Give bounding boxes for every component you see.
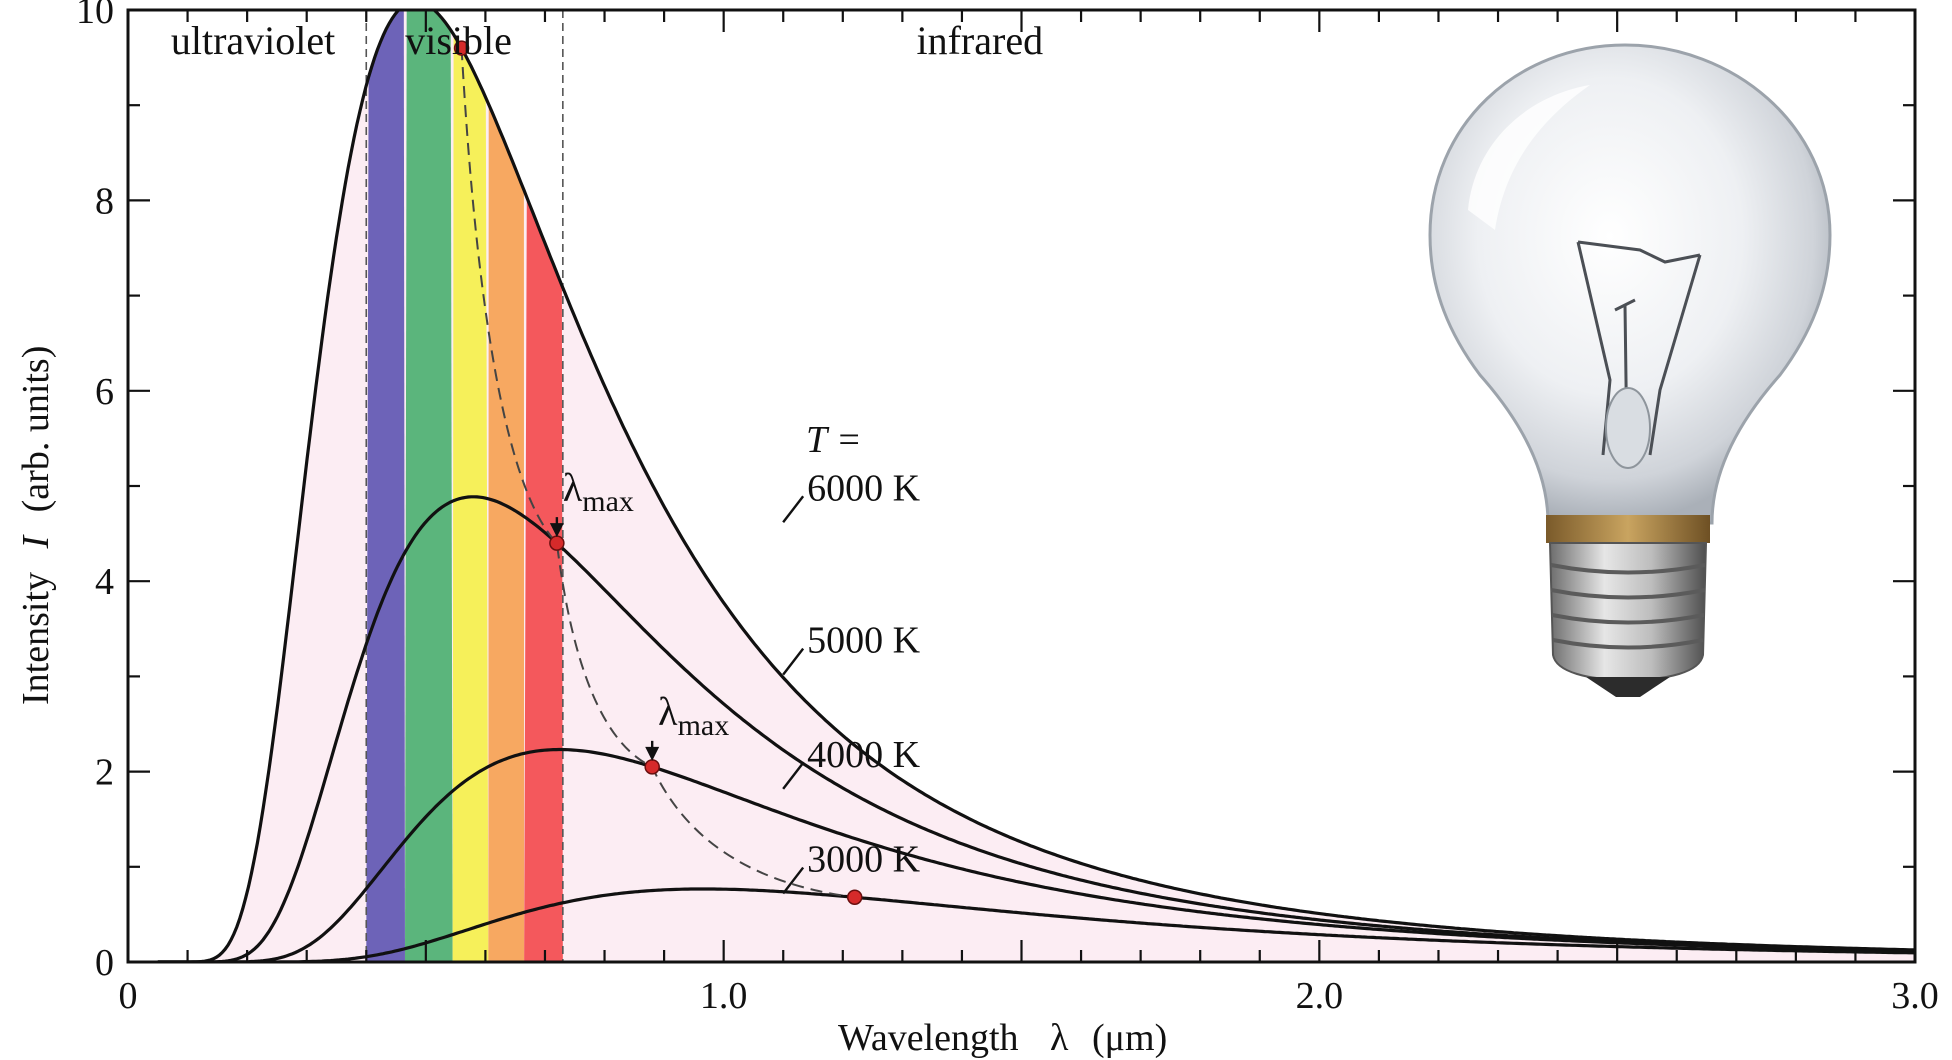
visible-band-1 bbox=[366, 10, 405, 962]
x-axis-title: Wavelength λ (μm) bbox=[838, 1017, 1167, 1059]
visible-band-4 bbox=[488, 104, 525, 962]
lambda-max-label-1: λmax bbox=[563, 465, 634, 518]
curve-3000k bbox=[157, 887, 1915, 962]
x-axis-title-symbol: λ bbox=[1050, 1017, 1069, 1059]
x-tick-label: 1.0 bbox=[700, 975, 748, 1017]
curve-area-fills bbox=[157, 10, 1915, 962]
y-axis-title-text: Intensity bbox=[15, 572, 57, 705]
peak-marker-3000k bbox=[846, 889, 863, 906]
lambda-subscript: max bbox=[582, 485, 634, 518]
lambda-symbol: λ bbox=[658, 689, 678, 734]
bulb-neck bbox=[1546, 515, 1710, 543]
lambda-max-arrow-head bbox=[549, 523, 564, 538]
peak-marker-4000k bbox=[644, 759, 660, 775]
region-label-visible: visible bbox=[405, 18, 512, 63]
lambda-max-track bbox=[460, 48, 855, 899]
x-tick-label: 2.0 bbox=[1296, 975, 1344, 1017]
y-axis-title-unit: (arb. units) bbox=[15, 346, 57, 513]
lambda-max-label-2: λmax bbox=[658, 689, 729, 742]
x-axis-title-text: Wavelength bbox=[838, 1017, 1019, 1059]
x-axis-title-unit: (μm) bbox=[1092, 1017, 1167, 1059]
lambda-subscript: max bbox=[678, 709, 730, 742]
bulb-glass bbox=[1428, 43, 1832, 525]
area-fill-under-curve bbox=[157, 10, 1915, 962]
curve-label-leader bbox=[782, 762, 805, 790]
light-bulb-image bbox=[1428, 43, 1832, 697]
lambda-max-dashed-line bbox=[460, 48, 855, 899]
region-label-infrared: infrared bbox=[917, 18, 1044, 63]
lambda-max-arrow-head bbox=[645, 746, 660, 761]
bulb-screw-base bbox=[1548, 542, 1708, 682]
region-label-ultraviolet: ultraviolet bbox=[171, 18, 335, 63]
curve-6000k bbox=[157, 10, 1915, 962]
bulb-highlight bbox=[1468, 85, 1590, 230]
visible-band-5 bbox=[524, 197, 563, 962]
curve-label-3000k: 3000 K bbox=[807, 839, 921, 881]
region-divider-lines bbox=[365, 10, 564, 962]
curve-label-leader bbox=[782, 495, 805, 524]
axis-ticks bbox=[126, 8, 1917, 964]
visible-spectrum-bands bbox=[366, 10, 563, 962]
region-labels: ultraviolet visible infrared bbox=[171, 18, 1043, 63]
bulb-stem bbox=[1605, 387, 1651, 469]
y-tick-label: 10 bbox=[76, 0, 114, 32]
y-tick-label: 0 bbox=[95, 942, 114, 984]
curve-label-6000k: 6000 K bbox=[807, 467, 921, 509]
bulb-contact-tip bbox=[1586, 677, 1670, 697]
curve-4000k bbox=[157, 747, 1915, 962]
y-tick-label: 4 bbox=[95, 561, 114, 603]
peak-marker-6000k bbox=[453, 40, 470, 56]
x-tick-label: 0 bbox=[119, 975, 138, 1017]
y-tick-label: 6 bbox=[95, 371, 114, 413]
y-axis-title: Intensity I (arb. units) bbox=[15, 346, 57, 705]
bulb-screw-threads bbox=[1550, 563, 1706, 650]
tick-labels: 0 1.0 2.0 3.0 0 2 4 6 8 10 bbox=[76, 0, 1939, 1017]
peak-marker-5000k bbox=[549, 535, 565, 551]
curve-label-4000k: 4000 K bbox=[807, 734, 921, 776]
x-tick-label: 3.0 bbox=[1891, 975, 1939, 1017]
curve-label-leader bbox=[782, 647, 805, 676]
curve-label-5000k: 5000 K bbox=[807, 620, 921, 662]
visible-band-2 bbox=[404, 10, 453, 962]
spectral-curves bbox=[157, 10, 1915, 962]
lambda-symbol: λ bbox=[563, 465, 583, 510]
curve-labels: 6000 K 5000 K 4000 K 3000 K bbox=[782, 467, 921, 895]
curve-label-leader bbox=[782, 866, 805, 895]
y-tick-label: 2 bbox=[95, 752, 114, 794]
temperature-prefix-label: T = bbox=[806, 419, 862, 461]
y-axis-title-symbol: I bbox=[15, 534, 57, 550]
bulb-filament-wires bbox=[1576, 240, 1702, 456]
y-tick-label: 8 bbox=[95, 180, 114, 222]
